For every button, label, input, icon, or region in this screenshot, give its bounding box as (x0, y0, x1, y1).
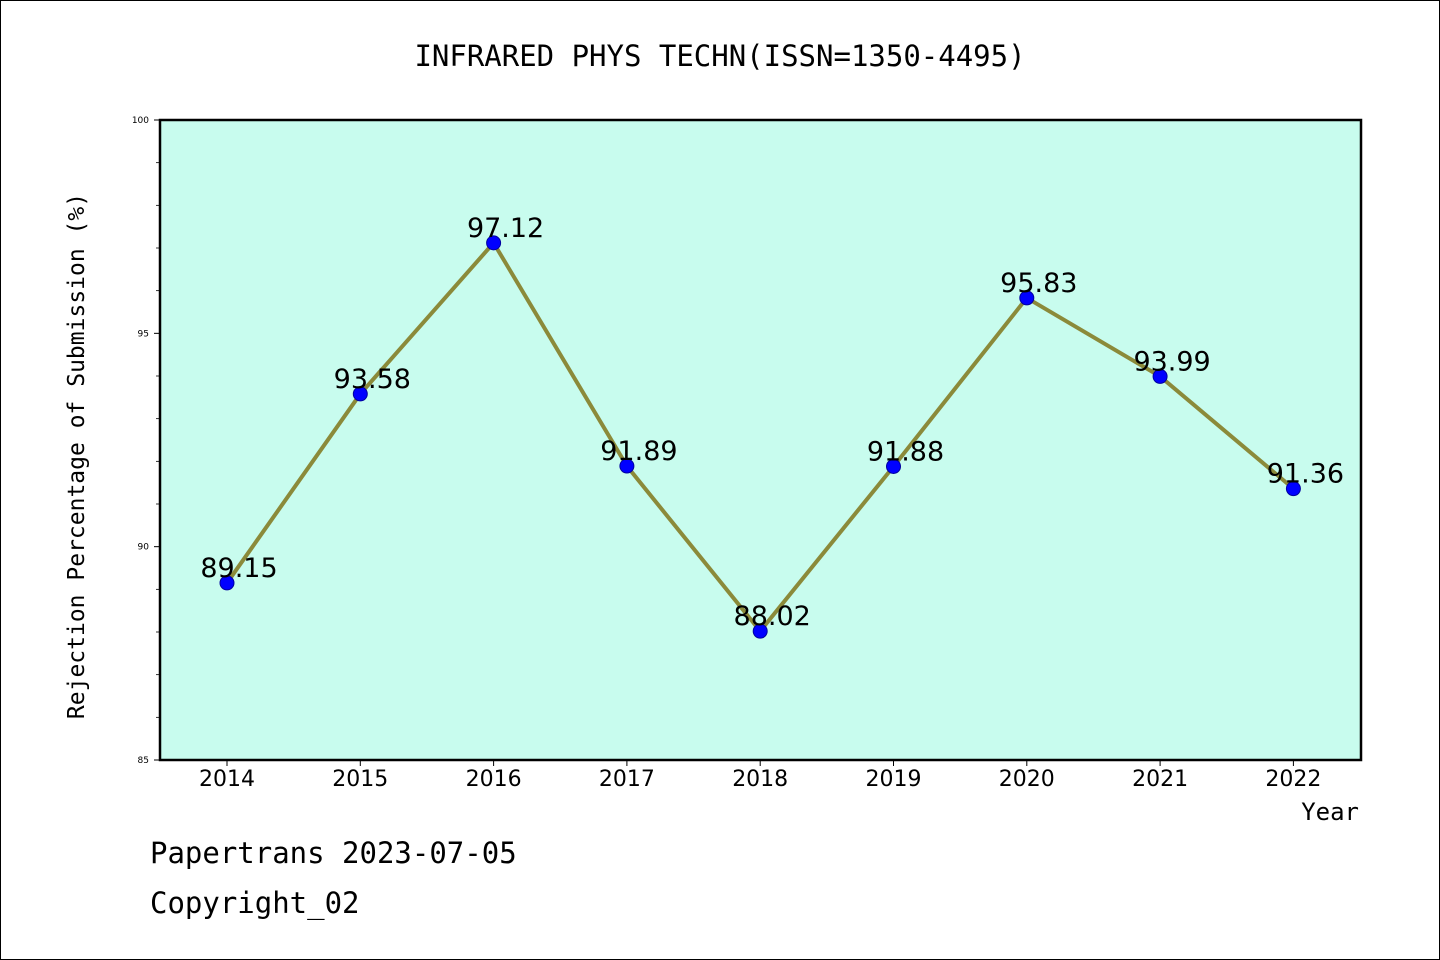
x-tick-label: 2018 (732, 767, 788, 792)
data-point (1285, 481, 1301, 497)
x-tick-label: 2022 (1265, 767, 1321, 792)
x-axis-label: Year (1301, 798, 1359, 826)
x-tick-label: 2016 (466, 767, 522, 792)
data-label: 91.36 (1267, 459, 1344, 490)
plot-area (158, 118, 1363, 762)
data-point (486, 235, 502, 251)
data-point (752, 623, 768, 639)
data-label: 89.15 (200, 553, 277, 584)
data-labels-group: 89.15 93.58 97.12 91.89 88.02 91.88 95.83 93.99… (200, 213, 1344, 632)
chart-title: INFRARED PHYS TECHN(ISSN=1350-4495) (414, 39, 1025, 73)
data-point (1019, 290, 1035, 306)
y-tick-label: 90 (138, 543, 150, 553)
data-point (886, 458, 901, 474)
source-note: Papertrans 2023-07-05 (150, 836, 517, 870)
data-label: 93.99 (1133, 346, 1210, 377)
x-tick-label: 2019 (866, 767, 922, 792)
x-axis: 2014 2015 2016 2017 2018 2019 2020 2021 2022 (199, 760, 1321, 792)
x-tick-label: 2021 (1132, 767, 1188, 792)
x-tick-label: 2014 (199, 767, 255, 792)
data-point (619, 458, 635, 474)
data-label: 93.58 (334, 364, 411, 395)
y-tick-label: 100 (132, 116, 149, 126)
y-tick-label: 95 (138, 329, 149, 339)
series-line-group (219, 235, 1301, 639)
x-tick-label: 2015 (332, 767, 388, 792)
data-label: 91.89 (600, 436, 677, 467)
data-label: 97.12 (467, 213, 544, 244)
y-axis: 85 90 95 100 (132, 116, 160, 766)
data-label: 88.02 (734, 601, 811, 632)
x-tick-label: 2017 (599, 767, 655, 792)
x-tick-label: 2020 (999, 767, 1055, 792)
data-label: 95.83 (1000, 268, 1077, 299)
data-point (219, 575, 235, 591)
data-label: 91.88 (867, 436, 944, 467)
y-axis-label: Rejection Percentage of Submission (%) (64, 193, 90, 719)
data-point (352, 386, 368, 402)
copyright-note: Copyright_02 (150, 886, 360, 920)
y-tick-label: 85 (138, 756, 149, 766)
data-point (1152, 368, 1168, 384)
